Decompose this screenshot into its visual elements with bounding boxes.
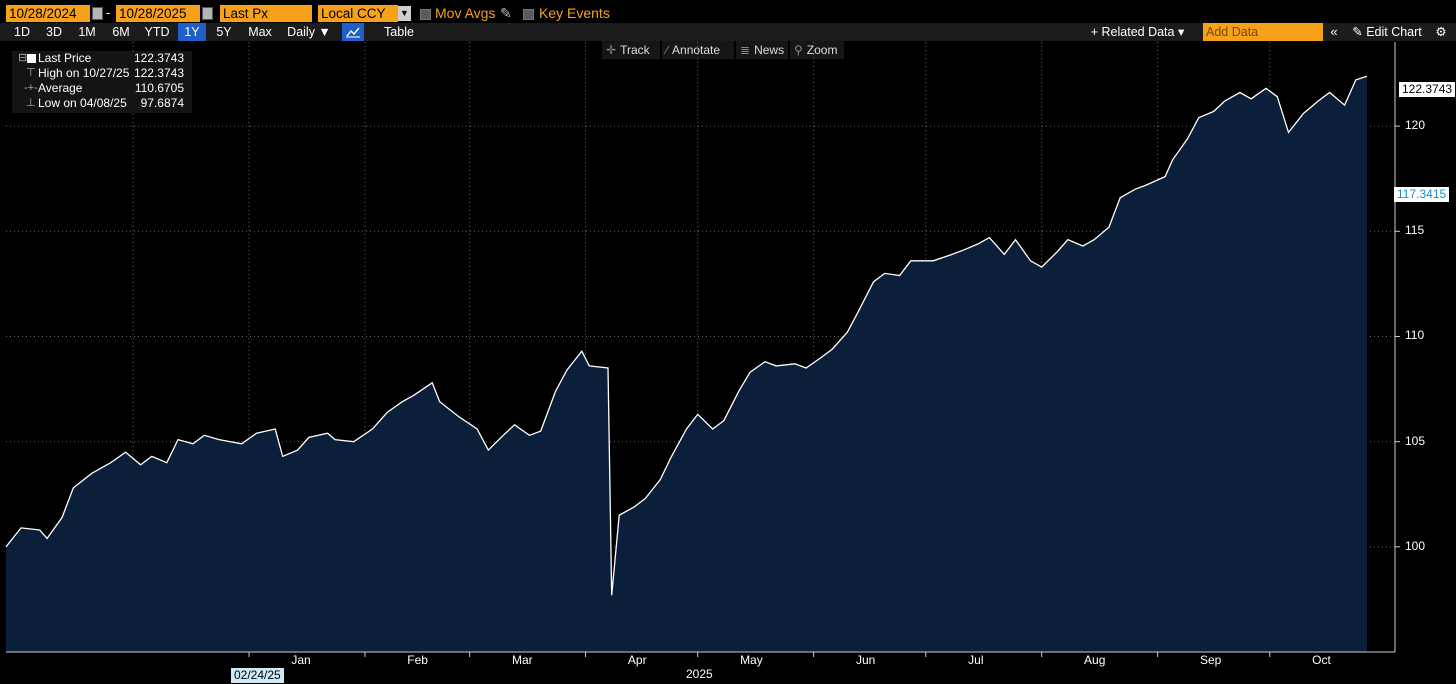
edit-chart-button[interactable]: ✎ Edit Chart — [1346, 23, 1428, 41]
magnifier-icon: ⚲ — [794, 43, 803, 57]
legend-label: Low on 04/08/25 — [38, 96, 127, 110]
range-1d-button[interactable]: 1D — [14, 25, 30, 39]
end-date-input[interactable]: 10/28/2025 — [116, 5, 200, 22]
last-price-badge: 122.3743 — [1399, 82, 1456, 97]
legend-label: High on 10/27/25 — [38, 66, 130, 80]
news-tool[interactable]: ≣ News — [736, 41, 788, 59]
legend-value: 97.6874 — [140, 96, 184, 110]
x-tick-label: Apr — [627, 653, 647, 667]
key-events-label[interactable]: Key Events — [539, 5, 610, 21]
x-tick-label: Jan — [291, 653, 311, 667]
legend-average: -+- Average 110.6705 — [16, 81, 188, 96]
range-1y-button[interactable]: 1Y — [178, 23, 206, 41]
range-5y-button[interactable]: 5Y — [216, 25, 232, 39]
x-tick-label: Jun — [855, 653, 876, 667]
toolbar-ranges — [0, 23, 1456, 41]
currency-dropdown-icon[interactable]: ▼ — [398, 6, 411, 21]
chart-type-icon[interactable] — [342, 23, 364, 41]
track-label: Track — [620, 43, 650, 57]
legend-high: ⊤ High on 10/27/25 122.3743 — [16, 66, 188, 81]
average-marker-icon: -+- — [24, 82, 38, 94]
news-label: News — [754, 43, 785, 57]
legend-value: 122.3743 — [133, 66, 184, 80]
pencil-icon: ✎ — [1352, 25, 1363, 39]
line-chart-icon — [346, 27, 360, 38]
y-tick-label: 110 — [1405, 328, 1425, 343]
legend-label: Average — [38, 81, 83, 95]
average-badge: 117.3415 — [1394, 187, 1450, 202]
x-tick-label: Aug — [1084, 653, 1106, 667]
x-tick-label: Oct — [1312, 653, 1331, 667]
pencil-icon[interactable]: ✎ — [500, 5, 512, 21]
table-button[interactable]: Table — [384, 25, 414, 39]
zoom-label: Zoom — [806, 43, 838, 57]
range-ytd-button[interactable]: YTD — [144, 25, 170, 39]
line-tool-icon: ∕ — [666, 43, 669, 57]
related-data-button[interactable]: + Related Data ▾ — [1090, 25, 1185, 39]
legend-last-price[interactable]: ⊟ Last Price 122.3743 — [16, 51, 188, 66]
x-year-label: 2025 — [686, 667, 713, 681]
edit-chart-label: Edit Chart — [1366, 25, 1422, 39]
legend-swatch — [27, 54, 36, 63]
annotate-tool[interactable]: ∕ Annotate — [662, 41, 734, 59]
y-tick-label: 105 — [1405, 433, 1426, 448]
y-tick-label: 120 — [1405, 118, 1426, 133]
annotate-label: Annotate — [672, 43, 721, 57]
price-line — [5, 75, 1368, 596]
x-tick-label: May — [740, 653, 763, 667]
legend-label: Last Price — [38, 51, 92, 65]
frequency-select[interactable]: Daily ▼ — [287, 25, 331, 39]
x-tick-label: Mar — [511, 653, 533, 667]
mov-avgs-checkbox[interactable] — [420, 9, 431, 20]
range-6m-button[interactable]: 6M — [112, 25, 130, 39]
x-tick-label: Sep — [1199, 653, 1222, 667]
range-max-button[interactable]: Max — [248, 25, 272, 39]
price-area — [6, 76, 1367, 653]
low-marker-icon: ⊥ — [26, 97, 36, 109]
mov-avgs-label[interactable]: Mov Avgs — [435, 5, 496, 21]
toolbar-top: 10/28/2024 - 10/28/2025 Last Px Local CC… — [0, 0, 1456, 23]
news-icon: ≣ — [740, 43, 751, 57]
legend-low: ⊥ Low on 04/08/25 97.6874 — [16, 96, 188, 111]
legend-value: 110.6705 — [134, 81, 184, 95]
high-marker-icon: ⊤ — [26, 67, 36, 79]
chart-legend: ⊟ Last Price 122.3743 ⊤ High on 10/27/25… — [12, 51, 192, 113]
date-range-dash: - — [106, 5, 111, 20]
end-calendar-icon[interactable] — [202, 7, 213, 20]
x-tick-label: Jul — [968, 653, 984, 667]
field-select[interactable]: Last Px — [220, 5, 312, 22]
range-3d-button[interactable]: 3D — [46, 25, 62, 39]
crosshair-icon: ✛ — [606, 43, 617, 57]
gear-icon[interactable]: ⚙ — [1435, 25, 1447, 39]
legend-value: 122.3743 — [133, 51, 184, 65]
y-tick-label: 115 — [1405, 223, 1425, 238]
currency-select[interactable]: Local CCY — [318, 5, 398, 22]
start-date-input[interactable]: 10/28/2024 — [6, 5, 90, 22]
cursor-date-badge: 02/24/25 — [231, 668, 284, 683]
key-events-checkbox[interactable] — [523, 9, 534, 20]
add-data-input[interactable]: Add Data — [1203, 23, 1323, 41]
collapse-icon[interactable]: « — [1330, 24, 1338, 39]
track-tool[interactable]: ✛ Track — [602, 41, 660, 59]
zoom-tool[interactable]: ⚲ Zoom — [790, 41, 844, 59]
x-tick-label: Feb — [407, 653, 428, 667]
collapse-box-icon: ⊟ — [18, 52, 28, 64]
y-tick-label: 100 — [1405, 538, 1426, 553]
start-calendar-icon[interactable] — [92, 7, 103, 20]
range-1m-button[interactable]: 1M — [78, 25, 96, 39]
